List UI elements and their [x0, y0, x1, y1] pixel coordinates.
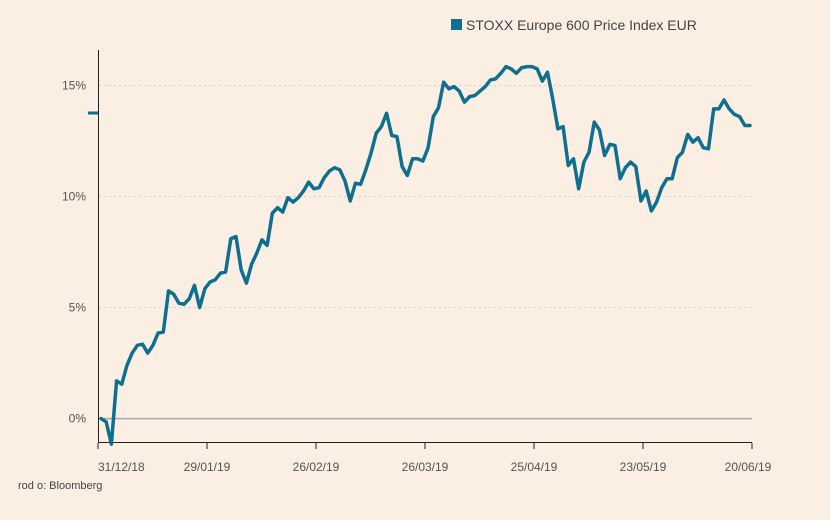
- series-line: [99, 64, 752, 446]
- x-tick-label: 23/05/19: [620, 460, 667, 474]
- legend-swatch: [451, 19, 462, 30]
- gridlines: [99, 85, 752, 420]
- y-tick-labels: 0% 5% 10% 15%: [62, 79, 86, 426]
- legend: STOXX Europe 600 Price Index EUR: [451, 17, 697, 33]
- x-tick-label: 25/04/19: [511, 460, 558, 474]
- x-tick-labels: 31/12/18 29/01/19 26/02/19 26/03/19 25/04/19…: [97, 443, 772, 474]
- x-tick-label: 26/02/19: [293, 460, 340, 474]
- x-tick-label: 29/01/19: [184, 460, 231, 474]
- x-tick-label: 20/06/19: [725, 460, 772, 474]
- y-tick-label: 15%: [62, 79, 86, 93]
- y-tick-label: 5%: [69, 301, 87, 315]
- source-note: rod o: Bloomberg: [18, 480, 103, 492]
- axes: [88, 50, 752, 443]
- y-tick-label: 0%: [69, 412, 87, 426]
- legend-label: STOXX Europe 600 Price Index EUR: [466, 17, 697, 33]
- x-tick-label: 26/03/19: [402, 460, 449, 474]
- y-tick-label: 10%: [62, 190, 86, 204]
- x-tick-label: 31/12/18: [98, 460, 145, 474]
